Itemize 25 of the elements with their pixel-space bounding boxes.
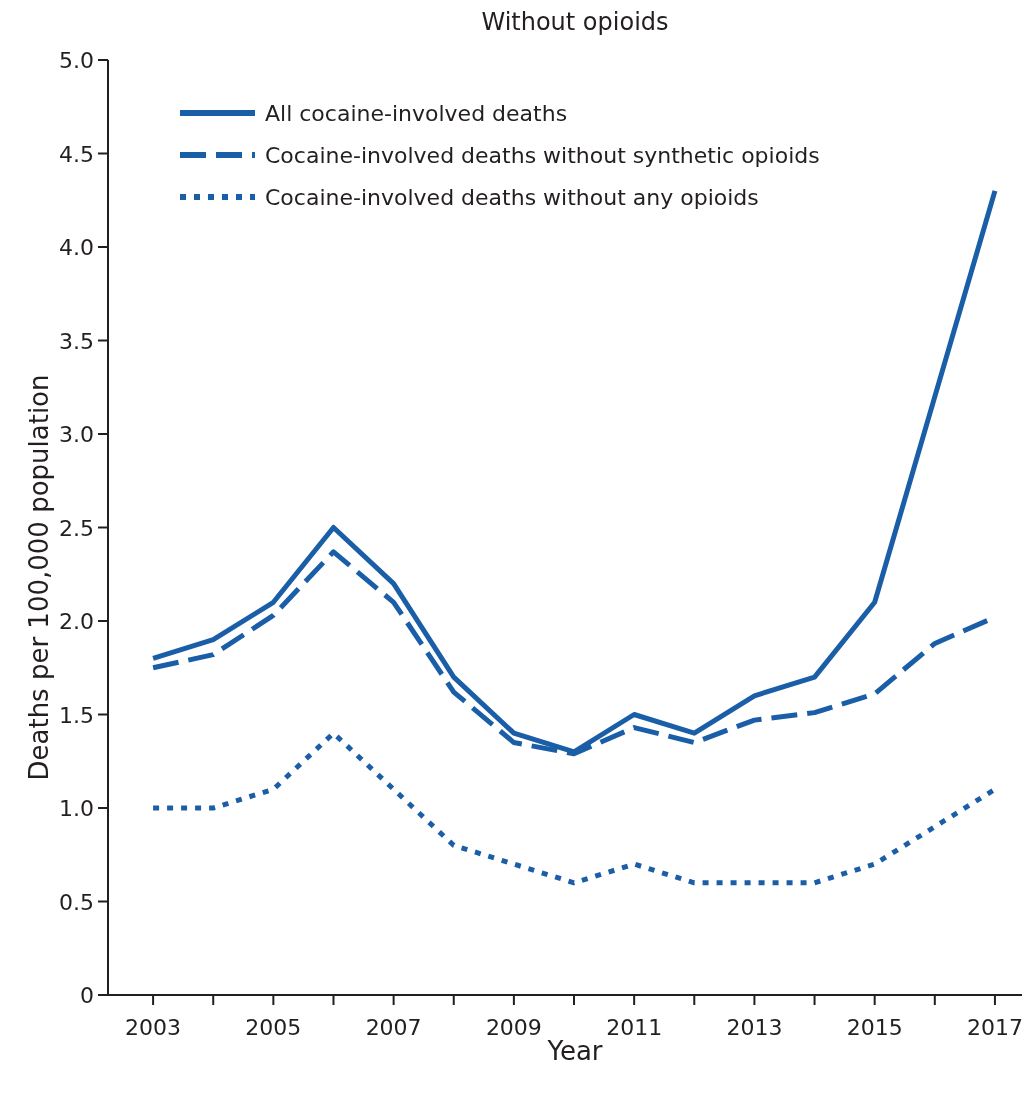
y-tick-label: 2.0 [59,609,94,634]
y-tick-label: 1.0 [59,796,94,821]
y-tick-label: 2.5 [59,515,94,541]
x-axis-title: Year [546,1036,603,1066]
chart-title: Without opioids [481,8,669,36]
y-tick-label: 5.0 [59,48,94,73]
legend-label: Cocaine-involved deaths without any opioids [265,185,759,210]
y-tick-label: 0.5 [59,889,94,915]
y-tick-label: 3.5 [59,328,94,354]
x-tick-label: 2015 [846,1015,903,1040]
x-tick-label: 2011 [606,1015,663,1040]
y-tick-label: 1.5 [59,702,94,728]
x-tick-label: 2013 [726,1015,783,1040]
y-tick-label: 3.0 [59,422,94,447]
x-tick-label: 2003 [125,1015,182,1040]
x-tick-label: 2009 [485,1015,542,1040]
x-tick-label: 2005 [245,1015,302,1040]
legend-label: All cocaine-involved deaths [265,101,568,126]
y-tick-label: 4.0 [59,235,94,260]
y-tick-label: 4.5 [59,141,94,167]
x-tick-label: 2007 [365,1015,422,1040]
x-tick-label: 2017 [966,1015,1023,1040]
y-tick-label: 0 [80,983,94,1008]
legend-label: Cocaine-involved deaths without synthetic opioids [265,143,820,168]
y-axis-title: Deaths per 100,000 population [24,374,54,781]
